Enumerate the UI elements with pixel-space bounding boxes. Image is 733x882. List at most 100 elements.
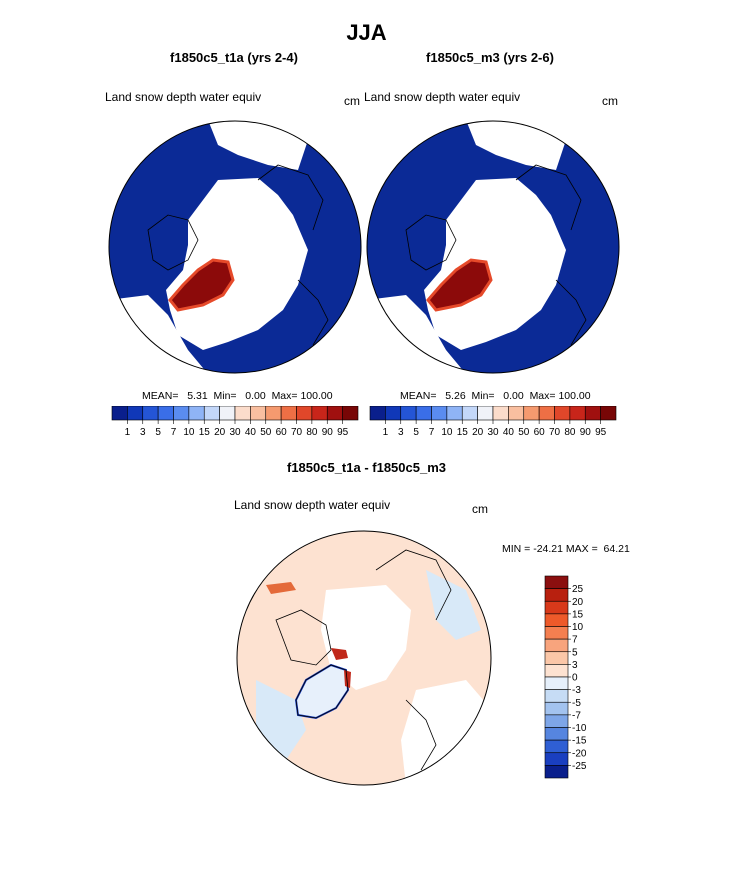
red-feature (331, 648, 348, 660)
panel1-units: cm (344, 94, 360, 108)
red-feature (344, 670, 351, 688)
colorbar-tick-label: -5 (572, 698, 581, 709)
colorbar-swatch (584, 406, 601, 421)
panel3-title: f1850c5_t1a - f1850c5_m3 (286, 460, 446, 475)
panel1-map (108, 120, 362, 374)
panel2-units: cm (602, 94, 618, 108)
coastline (515, 164, 582, 231)
colorbar-tick-label: 70 (549, 427, 561, 438)
colorbar-tick-label: 50 (260, 427, 272, 438)
colorbar-tick-label: 7 (572, 635, 578, 646)
colorbar-swatch (544, 664, 569, 678)
colorbar-swatch (188, 406, 205, 421)
colorbar-tick-label: 7 (429, 427, 435, 438)
arctic-white-region (424, 178, 566, 350)
colorbar-swatch (544, 765, 569, 779)
colorbar-swatch (265, 406, 282, 421)
colorbar-tick-label: 0 (572, 673, 578, 684)
colorbar-tick-label: 20 (572, 597, 584, 608)
colorbar-swatch (234, 406, 251, 421)
colorbar-swatch (544, 613, 569, 627)
panel2-map (366, 120, 620, 374)
colorbar-tick-label: 3 (140, 427, 146, 438)
panel2-title: f1850c5_m3 (yrs 2-6) (426, 50, 554, 65)
colorbar-tick-label: 1 (383, 427, 389, 438)
colorbar-swatch (544, 588, 569, 602)
colorbar-swatch (219, 406, 236, 421)
coastline (405, 214, 457, 271)
colorbar-swatch (369, 406, 386, 421)
colorbar-tick-label: 40 (245, 427, 257, 438)
colorbar-tick-label: 90 (322, 427, 334, 438)
colorbar-tick-label: 50 (518, 427, 530, 438)
colorbar-tick-label: 30 (487, 427, 499, 438)
colorbar-swatch (554, 406, 571, 421)
colorbar-swatch (203, 406, 220, 421)
colorbar-tick-label: 80 (564, 427, 576, 438)
panel3-minmax: MIN = -24.21 MAX = 64.21 (502, 543, 630, 555)
colorbar-tick-label: 30 (229, 427, 241, 438)
colorbar-tick-label: 60 (534, 427, 546, 438)
colorbar-tick-label: 5 (572, 647, 578, 658)
colorbar-swatch (326, 406, 343, 421)
colorbar-swatch (250, 406, 267, 421)
colorbar-swatch (544, 714, 569, 728)
colorbar-tick-label: -7 (572, 710, 581, 721)
colorbar-swatch (544, 701, 569, 716)
panel2-variable-label: Land snow depth water equiv (364, 90, 521, 104)
greenland-edge (168, 258, 235, 312)
panel2-colorbar: 1 3 5 7 10 15 20 30 40 50 60 70 80 90 95 (369, 406, 617, 438)
page-title: JJA (346, 20, 387, 45)
land-white-region (466, 121, 566, 170)
colorbar-swatch (544, 600, 569, 615)
colorbar-tick-label: 60 (276, 427, 288, 438)
colorbar-tick-label: 10 (572, 622, 584, 633)
colorbar-swatch (157, 406, 174, 421)
colorbar-tick-label: 80 (306, 427, 318, 438)
colorbar-swatch (544, 676, 569, 690)
coastline (275, 609, 332, 666)
panel1-title: f1850c5_t1a (yrs 2-4) (170, 50, 298, 65)
colorbar-swatch (544, 575, 569, 589)
colorbar-swatch (385, 406, 402, 421)
colorbar-tick-label: 90 (580, 427, 592, 438)
colorbar-swatch (600, 406, 617, 421)
panel1-variable-label: Land snow depth water equiv (105, 90, 262, 104)
colorbar-swatch (111, 406, 128, 421)
colorbar-swatch (446, 406, 463, 421)
colorbar-tick-label: 70 (291, 427, 303, 438)
panel3-variable-label: Land snow depth water equiv (234, 498, 391, 512)
colorbar-swatch (311, 406, 328, 421)
colorbar-swatch (127, 406, 144, 421)
colorbar-swatch (296, 406, 313, 421)
colorbar-tick-label: 3 (572, 660, 578, 671)
colorbar-tick-label: -15 (572, 736, 587, 747)
colorbar-swatch (544, 638, 569, 653)
colorbar-swatch (544, 626, 569, 640)
colorbar-swatch (400, 406, 417, 421)
colorbar-swatch (544, 752, 569, 766)
colorbar-tick-label: 7 (171, 427, 177, 438)
panel1-stats: MEAN= 5.31 Min= 0.00 Max= 100.00 (142, 390, 333, 402)
colorbar-tick-label: 15 (457, 427, 469, 438)
colorbar-swatch (461, 406, 478, 421)
white-region (321, 585, 411, 690)
colorbar-tick-label: 5 (413, 427, 419, 438)
panel2-stats: MEAN= 5.26 Min= 0.00 Max= 100.00 (400, 390, 591, 402)
colorbar-swatch (523, 406, 540, 421)
greenland-edge (426, 258, 493, 312)
colorbar-swatch (544, 689, 569, 703)
colorbar-swatch (569, 406, 586, 421)
panel3-map (236, 530, 492, 786)
coastline (405, 699, 437, 771)
colorbar-swatch (538, 406, 555, 421)
coastline (297, 279, 329, 346)
colorbar-swatch (173, 406, 190, 421)
panel3-units: cm (472, 502, 488, 516)
colorbar-swatch (544, 739, 569, 754)
colorbar-tick-label: 40 (503, 427, 515, 438)
colorbar-tick-label: 5 (155, 427, 161, 438)
blue-region (256, 680, 306, 760)
red-feature (266, 582, 296, 594)
